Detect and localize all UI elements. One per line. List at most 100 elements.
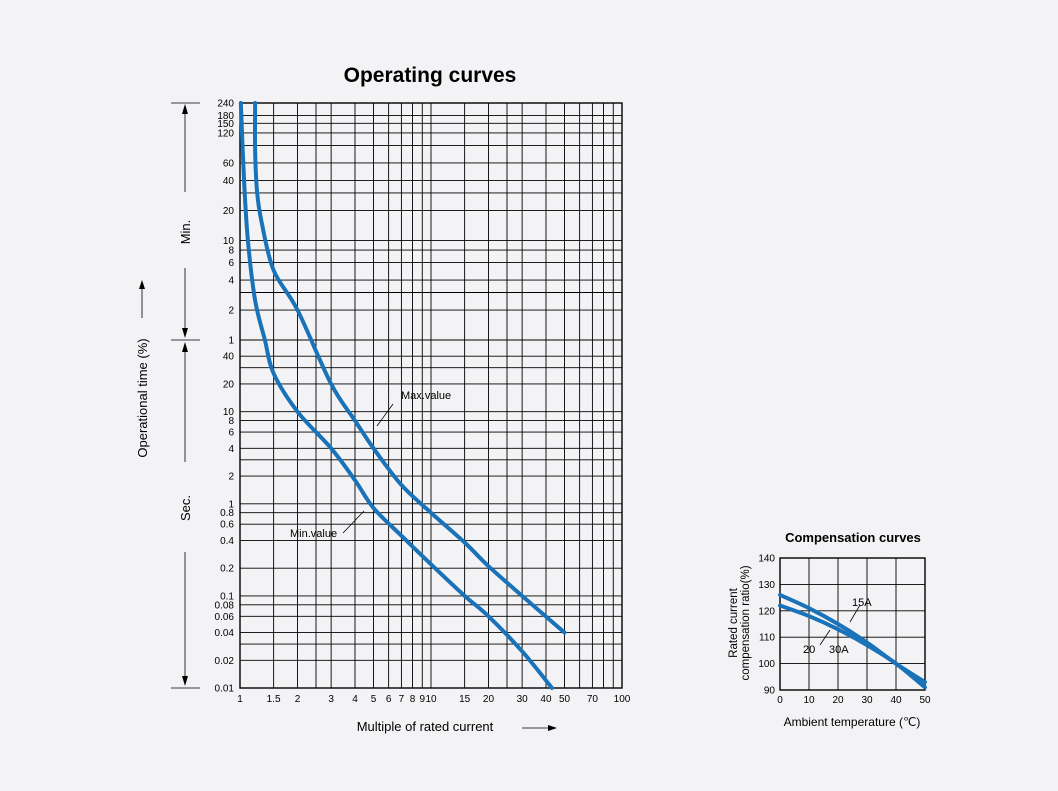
comp-y-tick-label: 100 bbox=[758, 659, 775, 670]
x-tick-label: 20 bbox=[483, 694, 495, 705]
max-value-label: Max.value bbox=[401, 390, 451, 402]
label-15a-leader bbox=[849, 604, 861, 623]
y-tick-label: 8 bbox=[228, 246, 234, 257]
y-unit-markers: Min. Sec. bbox=[171, 102, 200, 689]
min-value-leader bbox=[342, 510, 365, 534]
operating-grid bbox=[239, 102, 623, 689]
comp-curve-20-30a bbox=[778, 603, 927, 690]
x-tick-label: 9 bbox=[419, 694, 425, 705]
y-tick-label: 0.4 bbox=[220, 536, 234, 547]
y-tick-label: 4 bbox=[228, 444, 234, 455]
y-tick-label: 0.06 bbox=[215, 612, 235, 623]
operating-y-axis-label: Operational time (%) bbox=[135, 338, 150, 457]
x-tick-label: 100 bbox=[614, 694, 631, 705]
comp-y-tick-label: 120 bbox=[758, 606, 775, 617]
operating-curves-chart: Operating curves 1 1.5 2 3 4 5 6 7 8 9 10 15 20 30 40 5… bbox=[135, 64, 631, 734]
y-tick-label: 6 bbox=[228, 258, 234, 269]
label-15a: 15A bbox=[852, 597, 872, 609]
y-tick-label: 40 bbox=[223, 176, 235, 187]
compensation-curves-chart: Compensation curves 0 10 20 30 40 50 90 100 110 1… bbox=[728, 530, 931, 729]
comp-x-tick-label: 50 bbox=[919, 695, 931, 706]
x-tick-label: 7 bbox=[399, 694, 405, 705]
y-tick-label: 120 bbox=[217, 128, 234, 139]
x-tick-label: 1 bbox=[237, 694, 243, 705]
y-tick-label: 40 bbox=[223, 352, 235, 363]
max-value-curve bbox=[252, 101, 567, 635]
label-30a: 30A bbox=[829, 644, 849, 656]
operating-x-axis-label: Multiple of rated current bbox=[357, 719, 494, 734]
y-tick-label: 2 bbox=[228, 306, 234, 317]
label-20-leader bbox=[819, 629, 831, 646]
operating-series bbox=[238, 101, 567, 690]
y-tick-label: 0.01 bbox=[215, 684, 235, 695]
y-tick-label: 0.2 bbox=[220, 564, 234, 575]
y-tick-label: 4 bbox=[228, 276, 234, 287]
y-tick-label: 1 bbox=[228, 336, 234, 347]
x-tick-label: 6 bbox=[386, 694, 392, 705]
operating-y-ticks: 0.010.020.040.060.080.10.20.40.60.812468… bbox=[215, 99, 235, 695]
y-tick-label: 60 bbox=[223, 158, 235, 169]
min-value-curve bbox=[238, 101, 554, 690]
y-tick-label: 0.8 bbox=[220, 508, 234, 519]
y-tick-label: 1 bbox=[228, 499, 234, 510]
operating-annotations: Max.value Min.value bbox=[290, 390, 451, 540]
y-tick-label: 180 bbox=[217, 111, 234, 122]
comp-x-tick-label: 20 bbox=[832, 695, 844, 706]
y-tick-label: 150 bbox=[217, 119, 234, 130]
y-tick-label: 6 bbox=[228, 428, 234, 439]
min-arrow-down-head bbox=[182, 328, 188, 338]
compensation-series bbox=[778, 592, 927, 690]
max-value-leader bbox=[376, 403, 394, 427]
y-tick-label: 10 bbox=[223, 236, 235, 247]
y-tick-label: 20 bbox=[223, 379, 235, 390]
min-unit-label: Min. bbox=[178, 220, 193, 245]
y-tick-label: 0.6 bbox=[220, 520, 234, 531]
comp-x-tick-label: 0 bbox=[777, 695, 783, 706]
x-tick-label: 2 bbox=[295, 694, 301, 705]
y-tick-label: 2 bbox=[228, 472, 234, 483]
x-tick-label: 30 bbox=[517, 694, 529, 705]
sec-unit-label: Sec. bbox=[178, 495, 193, 521]
y-tick-label: 0.08 bbox=[215, 600, 235, 611]
x-tick-label: 15 bbox=[459, 694, 471, 705]
y-tick-label: 0.04 bbox=[215, 628, 235, 639]
comp-y-tick-label: 110 bbox=[759, 633, 775, 644]
comp-y-tick-label: 90 bbox=[764, 686, 776, 697]
y-tick-label: 20 bbox=[223, 206, 235, 217]
y-tick-label: 0.1 bbox=[220, 591, 234, 602]
y-tick-label: 240 bbox=[217, 99, 234, 110]
compensation-curves-title: Compensation curves bbox=[785, 530, 921, 545]
compensation-y-axis-label-line2: compensation ratio(%) bbox=[740, 565, 752, 680]
compensation-x-axis-label: Ambient temperature (℃) bbox=[784, 715, 921, 729]
compensation-grid bbox=[779, 557, 926, 691]
x-tick-label: 5 bbox=[371, 694, 377, 705]
operating-curves-title: Operating curves bbox=[344, 64, 517, 87]
compensation-y-axis-label-line1: Rated current bbox=[728, 587, 740, 657]
y-tick-label: 0.02 bbox=[215, 656, 235, 667]
operating-x-ticks: 1 1.5 2 3 4 5 6 7 8 9 10 15 20 30 40 50 70 100 bbox=[237, 694, 631, 705]
label-20: 20 bbox=[803, 644, 815, 656]
sec-arrow-down-head bbox=[182, 676, 188, 686]
x-tick-label: 70 bbox=[587, 694, 599, 705]
min-value-label: Min.value bbox=[290, 528, 337, 540]
x-tick-label: 8 bbox=[410, 694, 416, 705]
x-tick-label: 4 bbox=[352, 694, 358, 705]
x-tick-label: 10 bbox=[425, 694, 437, 705]
compensation-ticks: 0 10 20 30 40 50 90 100 110 120 130 140 bbox=[758, 554, 931, 707]
x-axis-arrow-head bbox=[548, 725, 557, 731]
comp-x-tick-label: 10 bbox=[803, 695, 815, 706]
comp-y-tick-label: 140 bbox=[758, 554, 775, 565]
y-axis-arrow-head bbox=[139, 280, 145, 289]
y-tick-label: 8 bbox=[228, 416, 234, 427]
x-tick-label: 1.5 bbox=[267, 694, 281, 705]
comp-y-tick-label: 130 bbox=[758, 580, 775, 591]
comp-x-tick-label: 40 bbox=[890, 695, 902, 706]
x-tick-label: 40 bbox=[540, 694, 552, 705]
sec-arrow-up-head bbox=[182, 342, 188, 352]
y-tick-label: 10 bbox=[223, 407, 235, 418]
comp-x-tick-label: 30 bbox=[861, 695, 873, 706]
x-tick-label: 3 bbox=[328, 694, 334, 705]
min-arrow-up-head bbox=[182, 104, 188, 114]
operating-plot-frame bbox=[239, 102, 623, 689]
